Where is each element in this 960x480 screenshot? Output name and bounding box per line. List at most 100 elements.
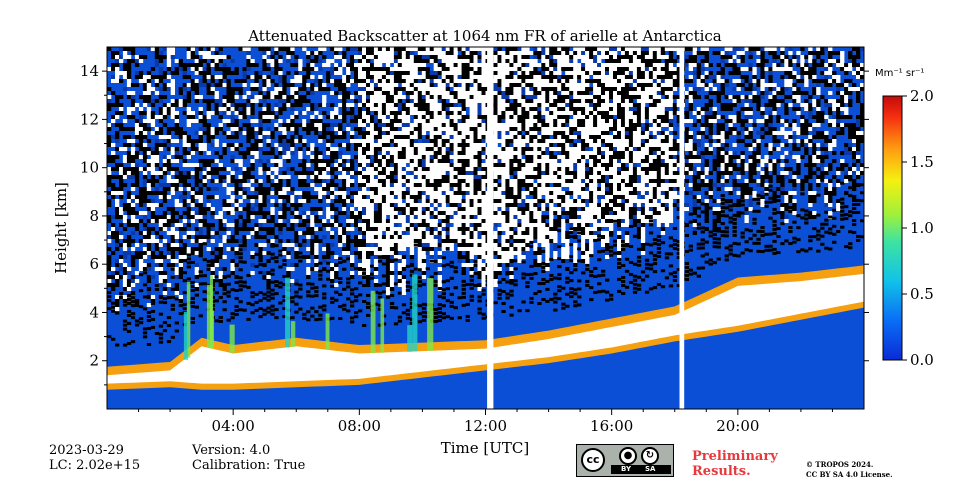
noise-cell [206, 207, 211, 211]
noise-cell [342, 235, 347, 239]
noise-cell [417, 107, 423, 111]
noise-cell [449, 55, 454, 59]
noise-cell [377, 167, 383, 171]
noise-cell [170, 251, 175, 255]
noise-cell [278, 95, 283, 99]
noise-cell [381, 243, 387, 247]
noise-cell [441, 211, 446, 215]
noise-cell [421, 167, 427, 171]
noise-cell [282, 75, 287, 79]
noise-cell [146, 139, 152, 143]
noise-cell [393, 306, 399, 310]
noise-cell [465, 187, 470, 191]
noise-cell [501, 79, 506, 83]
noise-cell [350, 183, 355, 187]
noise-cell [270, 296, 275, 300]
noise-cell [290, 103, 295, 107]
noise-cell [421, 91, 427, 95]
noise-cell [130, 291, 136, 295]
noise-cell [170, 231, 175, 235]
noise-cell [154, 131, 160, 135]
noise-cell [417, 304, 423, 308]
noise-cell [198, 191, 203, 195]
noise-cell [266, 131, 271, 135]
noise-cell [302, 47, 307, 51]
noise-cell [182, 227, 187, 231]
noise-cell [126, 293, 132, 297]
noise-cell [250, 131, 255, 135]
noise-cell [465, 282, 470, 286]
noise-cell [473, 127, 478, 131]
noise-cell [262, 79, 267, 83]
noise-cell [501, 151, 506, 155]
noise-cell [405, 316, 411, 320]
noise-cell [154, 83, 160, 87]
noise-cell [254, 79, 259, 83]
noise-cell [154, 179, 160, 183]
noise-cell [350, 211, 355, 215]
noise-cell [453, 119, 458, 123]
noise-cell [429, 211, 434, 215]
noise-cell [346, 83, 351, 87]
noise-cell [238, 211, 243, 215]
noise-cell [218, 227, 223, 231]
noise-cell [270, 268, 275, 272]
noise-cell [126, 211, 132, 215]
noise-cell [222, 95, 227, 99]
noise-cell [282, 155, 287, 159]
noise-cell [509, 187, 514, 191]
noise-cell [107, 99, 112, 103]
noise-cell [146, 167, 152, 171]
noise-cell [481, 215, 486, 219]
noise-cell [509, 171, 514, 175]
noise-cell [381, 123, 387, 127]
noise-cell [334, 115, 339, 119]
noise-cell [513, 155, 518, 159]
noise-cell [206, 87, 211, 91]
noise-cell [254, 292, 259, 296]
noise-cell [465, 314, 470, 318]
noise-cell [130, 167, 136, 171]
noise-cell [461, 91, 466, 95]
noise-cell [401, 191, 407, 195]
noise-cell [429, 167, 434, 171]
noise-cell [111, 191, 116, 195]
noise-cell [401, 59, 407, 63]
noise-cell [130, 175, 136, 179]
noise-cell [338, 317, 343, 321]
noise-cell [146, 183, 152, 187]
noise-cell [373, 171, 379, 175]
noise-cell [130, 115, 136, 119]
noise-cell [393, 223, 399, 227]
noise-cell [170, 167, 175, 171]
noise-cell [298, 147, 303, 151]
noise-cell [381, 159, 387, 163]
noise-cell [513, 115, 518, 119]
noise-cell [413, 195, 419, 199]
noise-cell [306, 271, 311, 275]
noise-cell [115, 279, 120, 283]
noise-cell [501, 195, 506, 199]
noise-cell [262, 187, 267, 191]
noise-cell [126, 139, 132, 143]
noise-cell [477, 307, 482, 311]
noise-cell [397, 191, 403, 195]
noise-cell [437, 119, 442, 123]
noise-cell [146, 239, 152, 243]
noise-cell [481, 227, 486, 231]
noise-cell [190, 280, 195, 284]
noise-cell [270, 312, 275, 316]
noise-cell [250, 167, 255, 171]
noise-cell [473, 251, 478, 255]
noise-cell [389, 179, 395, 183]
noise-cell [457, 163, 462, 167]
noise-cell [461, 223, 466, 227]
noise-cell [178, 59, 183, 63]
noise-cell [433, 115, 438, 119]
noise-cell [122, 295, 128, 299]
noise-cell [115, 163, 120, 167]
noise-cell [278, 151, 283, 155]
noise-cell [306, 119, 311, 123]
noise-cell [138, 95, 144, 99]
noise-cell [493, 203, 498, 207]
